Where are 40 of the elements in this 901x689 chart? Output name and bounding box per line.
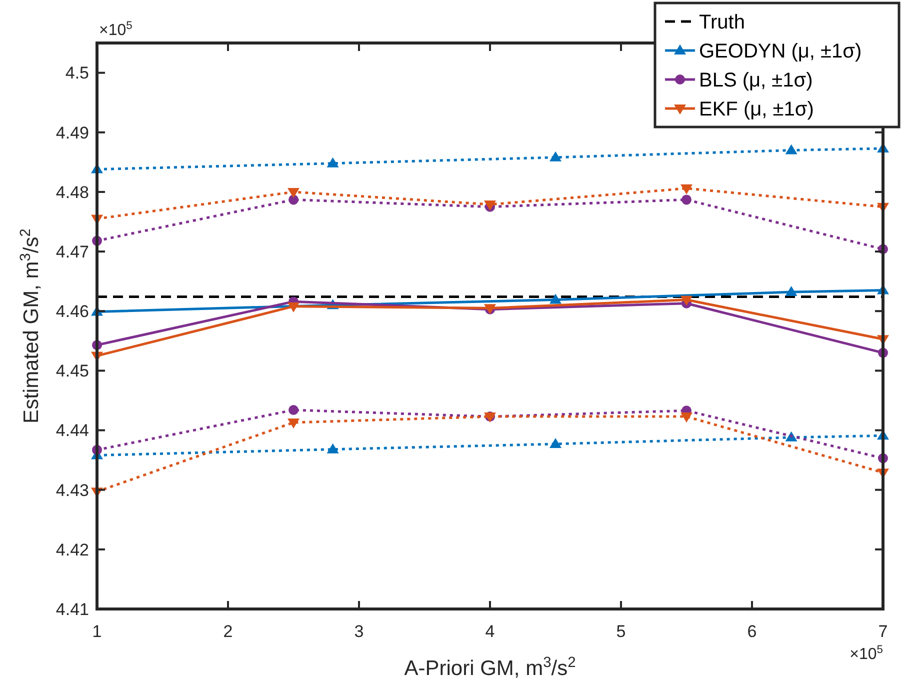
x-tick-label: 4: [485, 622, 495, 641]
point: [288, 188, 300, 198]
y-tick-label: 4.46: [56, 302, 89, 322]
point: [288, 418, 300, 429]
legend-label: GEODYN (μ, ±1σ): [699, 40, 862, 62]
x-tick-label: 7: [878, 622, 888, 641]
point: [550, 294, 562, 304]
y-tick-label: 4.41: [56, 600, 89, 619]
y-tick-label: 4.43: [56, 480, 89, 500]
point: [550, 151, 562, 162]
y-tick-label: 4.47: [56, 242, 89, 262]
point: [785, 144, 798, 154]
y-tick-label: 4.48: [56, 182, 89, 202]
text: ×10$^{5}$: [850, 644, 883, 663]
text: ×10$^{5}$: [99, 20, 132, 39]
x-tick-label: 6: [747, 622, 757, 641]
x-tick-label: 2: [223, 622, 233, 641]
x-axis-title: A-Priori GM, m$^{3}$/s$^{2}$: [404, 655, 576, 680]
point: [680, 184, 692, 194]
y-tick-label: 4.44: [56, 421, 89, 440]
y-tick-label: 4.49: [56, 123, 89, 142]
point: [680, 412, 692, 423]
point: [288, 302, 300, 312]
point: [785, 286, 798, 296]
point: [550, 438, 562, 448]
y-tick-label: 4.42: [56, 540, 89, 560]
point: [326, 157, 339, 168]
legend-label: Truth: [699, 12, 745, 34]
point: [682, 194, 692, 205]
point: [288, 405, 298, 416]
legend-label: EKF (μ, ±1σ): [699, 98, 814, 120]
y-tick-label: 4.45: [56, 362, 89, 381]
point: [288, 194, 298, 205]
point: [326, 443, 339, 454]
x-tick-label: 1: [92, 622, 102, 641]
y-tick-label: 4.5: [65, 64, 89, 83]
x-tick-label: 3: [354, 622, 364, 641]
legend-label: BLS (μ, ±1σ): [699, 70, 813, 92]
point: [680, 296, 692, 306]
x-tick-label: 5: [616, 622, 626, 641]
